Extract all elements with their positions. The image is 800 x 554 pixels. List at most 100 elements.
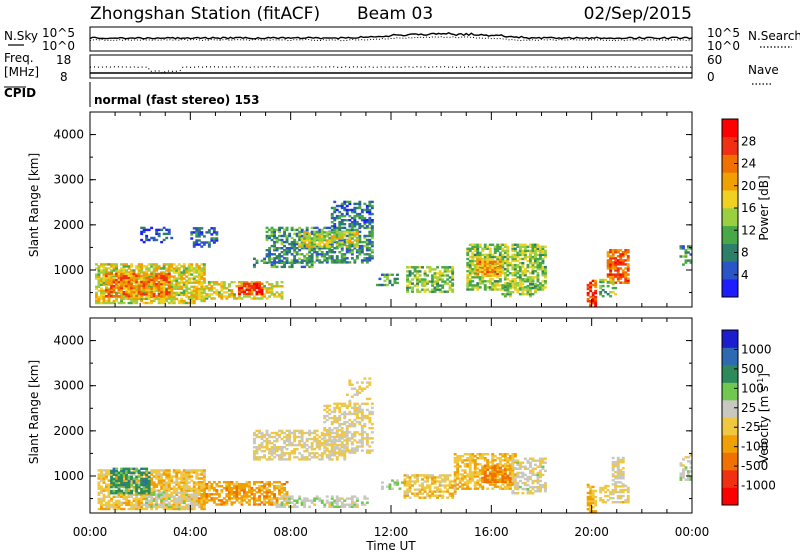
power-cell: [466, 270, 470, 273]
velocity-cell: [197, 477, 201, 480]
velocity-cell: [253, 452, 256, 455]
velocity-cell: [303, 497, 307, 500]
velocity-cell: [355, 410, 359, 414]
power-cell: [288, 232, 292, 236]
power-cell: [406, 278, 409, 281]
velocity-cell: [253, 495, 256, 498]
velocity-cell: [255, 435, 259, 439]
velocity-cell: [313, 454, 317, 457]
power-cell: [233, 281, 236, 284]
power-cell: [145, 267, 149, 270]
power-cell: [195, 271, 199, 274]
power-cell: [619, 267, 623, 270]
power-cell: [338, 251, 342, 254]
velocity-cell: [97, 487, 101, 490]
power-cell: [97, 275, 101, 278]
velocity-cell: [338, 416, 342, 420]
power-cell: [599, 284, 603, 288]
power-cell: [160, 297, 164, 301]
power-cell: [416, 282, 419, 285]
velocity-cell: [315, 437, 319, 441]
power-cell: [130, 291, 133, 294]
power-cell: [355, 249, 359, 252]
power-cell: [167, 276, 171, 280]
velocity-cell: [333, 414, 337, 418]
velocity-cell: [137, 471, 141, 475]
power-cell: [192, 271, 196, 274]
velocity-cell: [160, 491, 164, 494]
velocity-cell: [260, 485, 264, 488]
velocity-cell: [283, 446, 286, 449]
velocity-cell: [308, 454, 312, 457]
power-cell: [155, 269, 159, 272]
velocity-cell: [338, 414, 342, 418]
power-cell: [165, 272, 169, 276]
velocity-cell: [345, 427, 349, 430]
power-cell: [378, 283, 382, 287]
velocity-cell: [150, 507, 154, 511]
power-cell: [303, 233, 307, 236]
power-cell: [353, 202, 357, 206]
power-cell: [240, 285, 244, 288]
power-cell: [275, 257, 279, 260]
power-cell: [105, 279, 108, 282]
power-cell: [212, 241, 216, 244]
velocity-cell: [107, 483, 111, 486]
velocity-cell: [340, 497, 344, 500]
power-cell: [333, 261, 337, 264]
power-cell: [619, 277, 623, 280]
velocity-cell: [240, 485, 244, 488]
velocity-cell: [278, 497, 281, 500]
velocity-cell: [330, 445, 334, 448]
power-cell: [589, 289, 593, 293]
power-cell: [263, 259, 266, 262]
power-cell: [343, 208, 347, 212]
power-cell: [624, 277, 628, 280]
power-cell: [137, 295, 141, 299]
velocity-cell: [115, 471, 118, 475]
power-cell: [273, 285, 276, 288]
power-cell: [120, 274, 123, 278]
velocity-cell: [235, 487, 239, 490]
velocity-cell: [345, 447, 349, 450]
velocity-cell: [278, 489, 281, 492]
power-cell: [132, 281, 136, 284]
power-cell: [503, 255, 507, 259]
power-cell: [243, 290, 246, 294]
power-cell: [117, 282, 121, 286]
power-cell: [679, 255, 683, 258]
velocity-cell: [145, 507, 149, 511]
velocity-cell: [115, 469, 118, 473]
velocity-cell: [345, 404, 349, 408]
power-cell: [97, 289, 101, 292]
velocity-cell: [283, 435, 286, 439]
power-cell: [100, 301, 103, 305]
velocity-cell: [180, 479, 184, 482]
velocity-cell: [140, 481, 144, 485]
power-cell: [488, 280, 492, 283]
power-cell: [220, 297, 224, 300]
velocity-cell: [345, 433, 349, 436]
power-cell: [393, 277, 397, 281]
velocity-cell: [115, 481, 118, 485]
power-cell: [200, 269, 204, 272]
velocity-cell: [238, 501, 241, 504]
power-cell: [481, 266, 485, 269]
velocity-cell: [137, 497, 141, 501]
power-cell: [355, 243, 359, 246]
power-cell: [258, 284, 261, 288]
power-cell: [280, 240, 284, 244]
velocity-cell: [350, 406, 354, 410]
power-cell: [147, 228, 151, 232]
power-cell: [689, 247, 693, 250]
velocity-cell: [303, 501, 307, 504]
power-cell: [478, 286, 482, 289]
velocity-cell: [255, 499, 259, 502]
velocity-cell: [107, 495, 111, 498]
power-cell: [212, 237, 216, 240]
power-cell: [611, 273, 615, 276]
power-cell: [516, 253, 520, 257]
power-cell: [100, 265, 103, 268]
velocity-cell: [280, 501, 284, 504]
power-cell: [446, 270, 450, 273]
